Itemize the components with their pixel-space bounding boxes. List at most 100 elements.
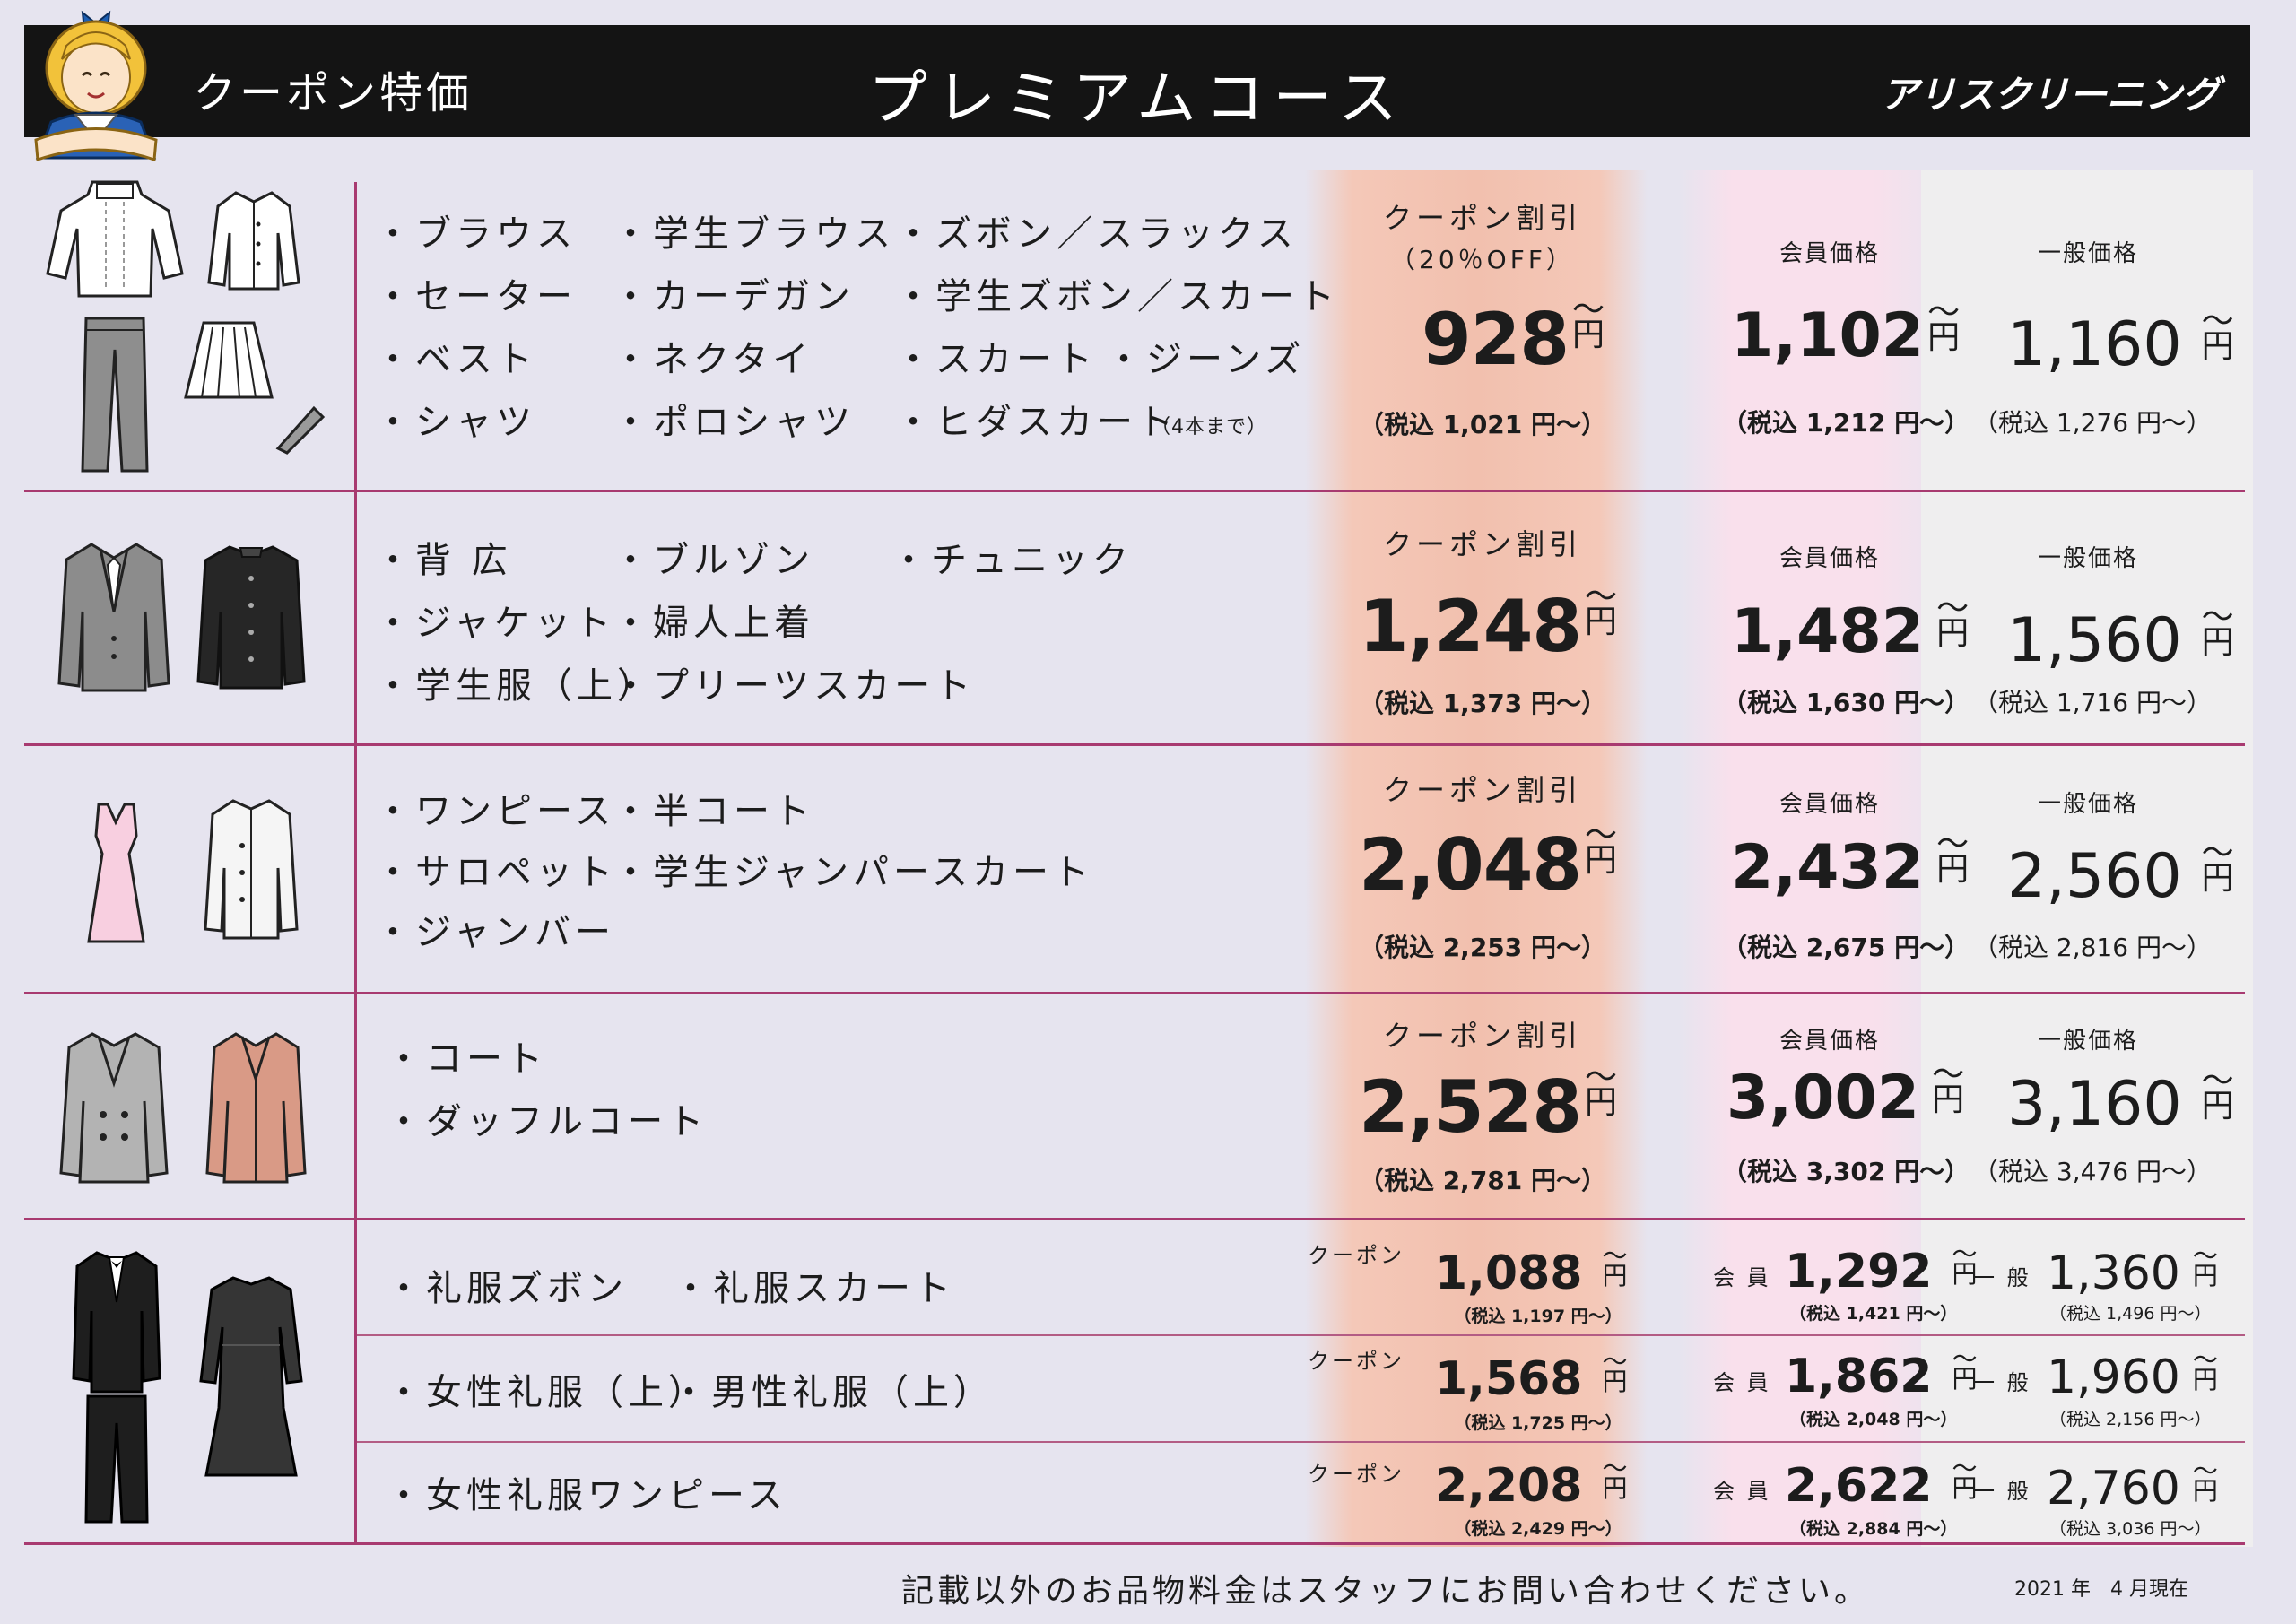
coupon-tax-price: （税込 1,725 円～） [1454,1413,1622,1433]
coupon-tax-price: （税込 2,429 円～） [1454,1519,1622,1539]
mascot-icon [34,10,158,162]
item-label: ・ポロシャツ [613,402,855,443]
coupon-tax-price: （税込 1,021 円～） [1358,410,1607,439]
general-price: 1,960 ～円 [2047,1345,2218,1405]
member-tax-price: （税込 2,675 円～） [1722,933,1970,962]
general-price: 3,160 ～円 [2007,1063,2234,1141]
general-column-bg [1921,170,2253,1547]
general-price: 1,360 ～円 [2047,1241,2218,1301]
coupon-price: 1,088 ～円 [1435,1241,1628,1301]
general-price-label: 一般価格 [2037,791,2138,818]
item-label: ・シャツ [375,402,536,443]
item-label: ・カーデガン [613,276,855,317]
general-price: 2,760 ～円 [2047,1456,2218,1516]
coupon-price: 2,048 ～円 [1359,817,1618,908]
item-label: ・ワンピース [375,791,615,832]
member-tax-price: （税込 2,048 円～） [1789,1410,1958,1429]
pleated-skirt-icon [184,321,274,399]
item-label: ・礼服スカート [673,1268,955,1309]
member-tax-price: （税込 1,421 円～） [1789,1304,1958,1324]
member-price-label: 会員価格 [1779,240,1880,267]
general-short-label: 一 般 [1973,1370,2031,1395]
row-divider [24,490,2245,492]
item-label: ・ブルゾン [613,540,814,581]
coupon-short-label: クーポン [1308,1243,1405,1268]
header-bar: クーポン特価 プレミアムコース アリスクリーニング [24,25,2250,137]
item-label: ・婦人上着 [613,603,814,644]
row-divider [24,1542,2245,1545]
coupon-tax-price: （税込 2,253 円～） [1358,933,1607,962]
member-price: 1,862 ～円 [1785,1344,1978,1404]
member-price: 1,292 ～円 [1785,1239,1978,1299]
sub-row-divider [357,1334,2245,1336]
item-label: ・半コート [613,791,814,832]
coupon-short-label: クーポン [1308,1349,1405,1374]
general-price-label: 一般価格 [2037,240,2138,267]
item-label: ・プリーツスカート [613,665,976,707]
coupon-discount-label: クーポン割引 [1382,201,1582,235]
general-price-label: 一般価格 [2037,1028,2138,1055]
item-label: ・学生ズボン／スカート [895,276,1339,317]
general-tax-price: （税込 3,036 円～） [2049,1519,2212,1539]
suit-jacket-icon [57,543,170,692]
coupon-price: 1,568 ～円 [1435,1347,1628,1407]
black-dress-icon [199,1276,303,1477]
member-short-label: 会 員 [1713,1265,1771,1290]
item-label: ・ヒダスカート [895,402,1178,443]
short-coat-icon [204,799,299,940]
coupon-column-bg [1305,170,1648,1547]
member-tax-price: （税込 1,630 円～） [1722,688,1970,717]
general-tax-price: （税込 1,496 円～） [2049,1304,2212,1324]
coupon-discount-label: クーポン割引 [1382,527,1582,561]
item-label: ・背 広 [375,540,512,581]
footer-note: 記載以外のお品物料金はスタッフにお問い合わせください。 [901,1573,1871,1610]
member-price: 1,482 ～円 [1731,590,1970,668]
dress-icon [87,803,145,943]
page-title: プレミアムコース [867,64,1407,133]
member-price: 3,002 ～円 [1726,1056,1965,1134]
row-divider [24,743,2245,746]
general-tax-price: （税込 2,156 円～） [2049,1410,2212,1429]
member-tax-price: （税込 3,302 円～） [1722,1157,1970,1186]
member-price-label: 会員価格 [1779,545,1880,572]
item-label: ・男性礼服（上） [671,1372,994,1413]
necktie-icon [275,405,326,455]
item-label: ・礼服ズボン [386,1268,628,1309]
item-label: ・サロペット [375,852,617,893]
general-price: 1,160 ～円 [2007,303,2234,381]
pink-coat-icon [205,1032,307,1184]
row-divider [24,1218,2245,1220]
tuxedo-icon [72,1251,161,1524]
general-tax-price: （税込 3,476 円～） [1973,1157,2212,1186]
item-label: ・ダッフルコート [386,1101,709,1142]
member-price: 2,432 ～円 [1731,826,1970,904]
member-short-label: 会 員 [1713,1370,1771,1395]
member-price-label: 会員価格 [1779,791,1880,818]
member-tax-price: （税込 2,884 円～） [1789,1519,1958,1539]
coupon-price: 928 ～円 [1422,291,1605,382]
sub-row-divider [357,1441,2245,1443]
coupon-discount-rate: （20％OFF） [1390,245,1575,274]
blouse-icon [207,191,300,291]
coupon-tax-price: （税込 2,781 円～） [1358,1166,1607,1195]
coupon-tax-price: （税込 1,373 円～） [1358,689,1607,718]
trousers-icon [81,317,149,473]
coupon-price: 1,248 ～円 [1359,578,1618,669]
coupon-discount-label: クーポン割引 [1382,773,1582,807]
item-label: ・ジャケット [375,603,615,644]
footer-date: 2021 年 4 月現在 [2014,1578,2188,1601]
item-label: ・女性礼服（上） [386,1372,709,1413]
coupon-price: 2,208 ～円 [1435,1454,1628,1514]
items-divider [354,182,357,1545]
coupon-special-label: クーポン特価 [193,68,474,118]
item-label: ・学生ジャンパースカート [613,852,1093,893]
item-label: ・ネクタイ [613,339,813,380]
item-label: ・学生服（上） [375,665,657,707]
coupon-discount-label: クーポン割引 [1382,1019,1582,1053]
school-uniform-icon [196,545,306,690]
general-price: 2,560 ～円 [2007,835,2234,913]
item-label: ・セーター [375,276,577,317]
item-label: ・ジーンズ [1106,339,1306,380]
item-label: ・ブラウス [375,213,577,255]
member-price: 1,102 ～円 [1731,294,1961,372]
